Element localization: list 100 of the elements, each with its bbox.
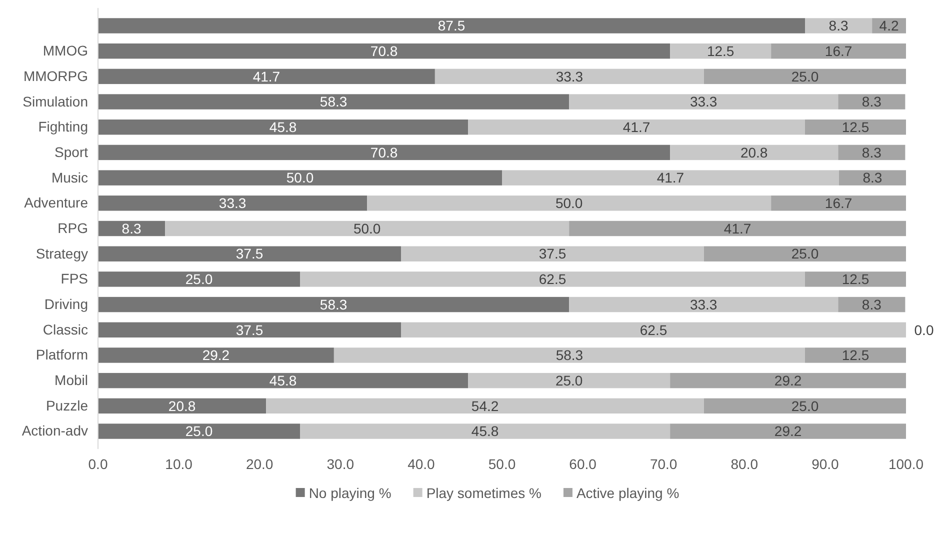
data-label: 8.3 [862, 94, 882, 110]
y-tick-label: Adventure [24, 194, 88, 211]
bar [98, 322, 401, 338]
bar [98, 372, 468, 388]
data-label: 33.3 [690, 296, 718, 312]
y-tick-label: Platform [36, 346, 88, 363]
bar [98, 43, 670, 59]
data-label: 29.2 [202, 347, 230, 364]
bar [98, 296, 570, 312]
bar [468, 120, 805, 135]
legend-label: No playing % [308, 484, 392, 501]
y-tick-label: Fighting [38, 118, 88, 135]
bar [98, 348, 334, 363]
bar [704, 68, 906, 84]
y-tick-label: Mobil [54, 372, 88, 388]
bar [98, 398, 266, 414]
data-label: 41.7 [724, 220, 752, 236]
bar [805, 348, 906, 363]
data-label: 41.7 [622, 119, 650, 136]
x-tick-label: 60.0 [569, 456, 597, 472]
data-label: 41.7 [252, 68, 280, 84]
bar [300, 424, 670, 439]
bar [805, 272, 906, 287]
x-tick-label: 70.0 [650, 456, 678, 472]
bar [838, 94, 906, 110]
bar [805, 120, 906, 135]
data-label: 20.8 [168, 398, 196, 414]
x-tick-label: 90.0 [812, 456, 840, 472]
bar [805, 18, 872, 34]
bar [165, 220, 570, 236]
y-tick-label: MMOG [42, 42, 88, 59]
x-tick-label: 30.0 [326, 456, 354, 472]
data-label: 25.0 [791, 246, 819, 262]
bar [670, 144, 838, 160]
data-label: 8.3 [862, 170, 882, 186]
data-label: 54.2 [471, 398, 499, 414]
data-label: 33.3 [690, 94, 718, 110]
bar [98, 196, 368, 211]
bar [771, 43, 906, 59]
data-label: 50.0 [555, 195, 583, 212]
bar [670, 424, 906, 439]
data-label: 37.5 [236, 246, 264, 262]
data-label: 25.0 [185, 423, 213, 440]
bar [569, 296, 838, 312]
data-label: 20.8 [740, 144, 768, 160]
bar [300, 272, 805, 287]
data-label: 50.0 [286, 170, 314, 186]
y-tick-label: Strategy [36, 245, 88, 262]
data-label: 12.5 [706, 42, 734, 59]
y-tick-label: FPS [60, 270, 88, 287]
x-tick-label: 100.0 [888, 456, 924, 472]
bar [670, 43, 772, 59]
x-tick-label: 0.0 [88, 456, 108, 472]
data-label: 58.3 [556, 347, 584, 364]
data-label: 29.2 [774, 423, 802, 440]
bar [502, 170, 839, 186]
data-label: 25.0 [791, 398, 819, 414]
y-tick-label: Music [51, 169, 88, 186]
bar [98, 18, 805, 34]
bar [771, 196, 906, 211]
data-label: 70.8 [370, 42, 398, 59]
data-label: 87.5 [438, 18, 466, 34]
data-label: 37.5 [538, 246, 566, 262]
bar [838, 144, 906, 160]
data-label: 16.7 [824, 42, 852, 59]
bar [367, 196, 772, 211]
data-label: 58.3 [320, 296, 348, 312]
data-label: 37.5 [236, 322, 264, 338]
bar [266, 398, 704, 414]
bar [98, 170, 502, 186]
legend-label: Play sometimes % [426, 484, 542, 501]
y-tick-label: Puzzle [46, 397, 88, 414]
bar [98, 424, 300, 439]
data-label: 62.5 [538, 271, 566, 288]
data-label: 4.2 [879, 18, 899, 34]
bar [434, 68, 704, 84]
bar [98, 68, 435, 84]
data-label: 62.5 [640, 322, 668, 338]
data-label: 25.0 [791, 68, 819, 84]
x-tick-label: 20.0 [246, 456, 274, 472]
bar [468, 372, 670, 388]
y-tick-label: Simulation [22, 93, 88, 110]
bar [838, 296, 906, 312]
data-label: 8.3 [828, 18, 848, 34]
data-label: 50.0 [353, 220, 381, 236]
bar [401, 322, 906, 338]
bar [98, 144, 670, 160]
bar [98, 246, 401, 262]
data-label: 45.8 [269, 119, 297, 136]
data-label: 45.8 [471, 423, 499, 440]
bar [838, 170, 906, 186]
data-label: 70.8 [370, 144, 398, 160]
y-tick-label: Action-adv [22, 422, 88, 439]
y-tick-label: Classic [42, 321, 88, 338]
bar [334, 348, 805, 363]
data-label: 33.3 [556, 68, 584, 84]
data-label: 12.5 [842, 119, 870, 136]
bar [569, 94, 838, 110]
data-label: 41.7 [656, 170, 684, 186]
data-label: 45.8 [269, 372, 297, 388]
